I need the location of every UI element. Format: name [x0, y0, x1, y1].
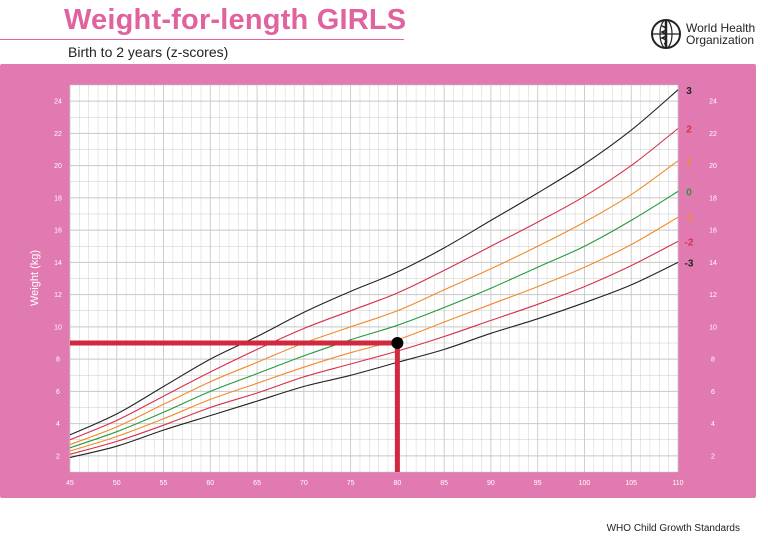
x-tick-label: 55	[160, 480, 168, 487]
y-tick-label-left: 10	[54, 324, 62, 331]
y-tick-label-right: 2	[711, 453, 715, 460]
z-score-curve-1	[69, 160, 679, 446]
x-tick-label: 110	[672, 480, 683, 487]
y-tick-label-left: 2	[56, 453, 60, 460]
z-score-label-2: 2	[686, 125, 692, 136]
x-tick-label: 65	[253, 480, 261, 487]
x-tick-label: 95	[534, 480, 542, 487]
x-tick-label: 90	[487, 480, 495, 487]
page-title: Weight-for-length GIRLS	[64, 4, 407, 36]
page-subtitle: Birth to 2 years (z-scores)	[68, 44, 229, 60]
y-tick-label-right: 14	[709, 260, 717, 267]
x-tick-label: 70	[300, 480, 308, 487]
y-tick-label-right: 16	[709, 228, 717, 235]
y-tick-label-left: 12	[54, 292, 62, 299]
y-tick-label-left: 24	[54, 99, 62, 106]
x-tick-label: 50	[113, 480, 121, 487]
y-tick-label-left: 18	[54, 195, 62, 202]
y-tick-label-left: 6	[56, 389, 60, 396]
reading-annotation	[70, 337, 404, 472]
y-tick-label-right: 10	[709, 324, 717, 331]
x-tick-label: 85	[440, 480, 448, 487]
y-tick-label-right: 8	[711, 357, 715, 364]
grid-lines	[69, 84, 679, 473]
y-tick-label-right: 18	[709, 195, 717, 202]
x-axis-label: Length (cm)	[345, 500, 404, 512]
z-score-label-3: 3	[686, 86, 692, 97]
who-name: World Health Organization	[686, 22, 755, 46]
y-tick-label-left: 8	[56, 357, 60, 364]
x-tick-label: 75	[347, 480, 355, 487]
y-tick-label-left: 20	[54, 163, 62, 170]
title-underline	[0, 39, 404, 40]
z-score-label--2: -2	[685, 237, 694, 248]
y-tick-label-left: 4	[56, 421, 60, 428]
y-tick-label-right: 4	[711, 421, 715, 428]
x-tick-label: 60	[206, 480, 214, 487]
z-score-label-1: 1	[686, 157, 692, 168]
y-tick-label-right: 6	[711, 389, 715, 396]
z-score-curve--1	[69, 216, 679, 452]
z-score-curve-2	[69, 128, 679, 441]
y-tick-label-right: 24	[709, 99, 717, 106]
z-score-curve--2	[69, 240, 679, 455]
z-score-curve-0	[69, 190, 679, 449]
who-name-line2: Organization	[686, 33, 755, 47]
x-tick-label: 105	[625, 480, 637, 487]
who-name-line1: World Health	[686, 21, 756, 35]
x-tick-label: 100	[579, 480, 591, 487]
z-score-label--3: -3	[685, 258, 694, 269]
y-tick-label-left: 16	[54, 228, 62, 235]
x-tick-label: 80	[393, 480, 401, 487]
y-tick-label-right: 12	[709, 292, 717, 299]
y-tick-label-left: 22	[54, 131, 62, 138]
who-logo: World Health Organization	[650, 18, 755, 50]
y-tick-label-left: 14	[54, 260, 62, 267]
y-axis-label: Weight (kg)	[29, 250, 41, 306]
z-score-curve--3	[69, 261, 679, 459]
z-score-curve-3	[69, 89, 679, 436]
footer-note: WHO Child Growth Standards	[606, 523, 740, 534]
z-score-curves: 3 2 1 0 -1 -2 -3	[69, 86, 694, 459]
y-tick-label-right: 20	[709, 163, 717, 170]
y-tick-label-right: 22	[709, 131, 717, 138]
z-score-label--1: -1	[685, 213, 694, 224]
reading-point	[391, 337, 404, 349]
who-emblem-icon	[651, 19, 681, 49]
z-score-label-0: 0	[686, 187, 692, 198]
x-tick-label: 45	[66, 480, 74, 487]
